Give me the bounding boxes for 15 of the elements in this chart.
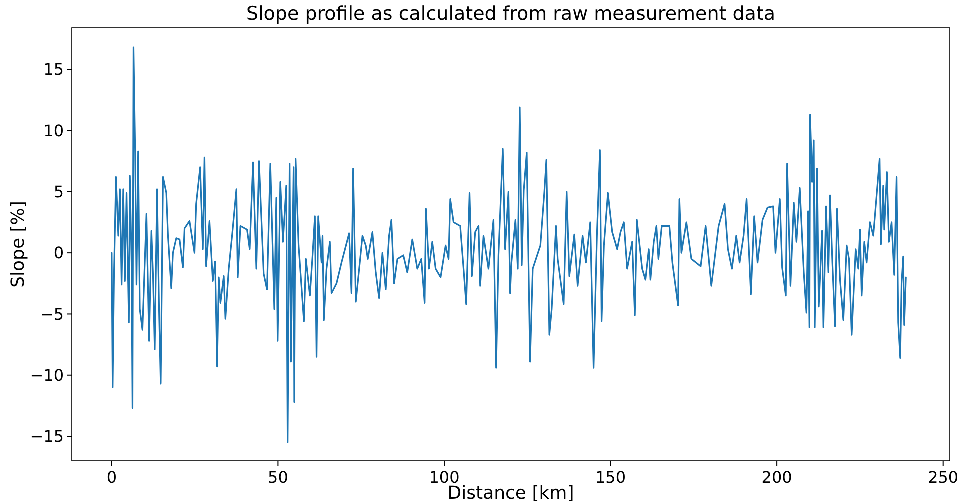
x-tick-label: 50 xyxy=(268,468,288,487)
y-tick-label: −15 xyxy=(30,427,64,446)
y-axis-title: Slope [%] xyxy=(8,201,29,288)
line-series xyxy=(111,46,907,444)
y-tick-label: 15 xyxy=(44,60,64,80)
y-tick-label: 5 xyxy=(54,182,64,202)
y-tick-label: 0 xyxy=(54,244,64,263)
x-tick-label: 150 xyxy=(596,468,626,487)
y-tick-label: 10 xyxy=(44,121,64,140)
x-tick-label: 0 xyxy=(106,468,118,487)
y-tick-label: −10 xyxy=(30,366,64,385)
chart-title: Slope profile as calculated from raw measurement data xyxy=(246,3,776,25)
x-tick-label: 200 xyxy=(762,468,792,487)
y-tick-label: −5 xyxy=(40,304,64,324)
x-tick-label: 250 xyxy=(928,468,959,487)
